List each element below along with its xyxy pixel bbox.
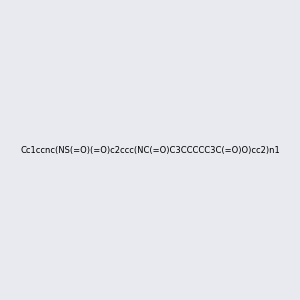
Text: Cc1ccnc(NS(=O)(=O)c2ccc(NC(=O)C3CCCCC3C(=O)O)cc2)n1: Cc1ccnc(NS(=O)(=O)c2ccc(NC(=O)C3CCCCC3C(… (20, 146, 280, 154)
